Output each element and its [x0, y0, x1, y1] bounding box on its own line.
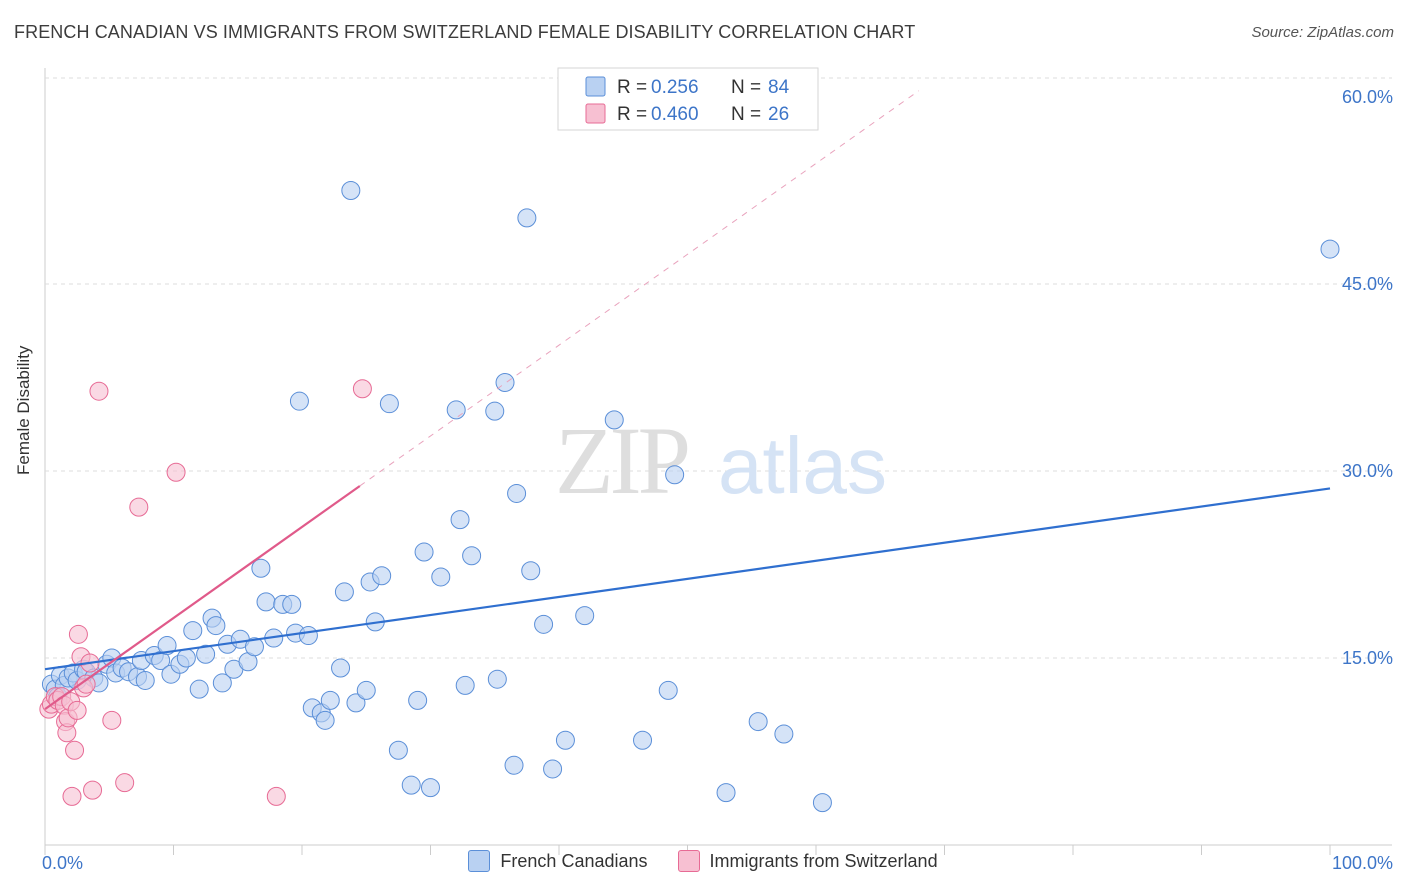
legend-swatch-pink [677, 850, 700, 872]
point-french-canadians [521, 561, 541, 581]
chart-title: FRENCH CANADIAN VS IMMIGRANTS FROM SWITZ… [14, 22, 916, 42]
point-french-canadians [455, 675, 475, 695]
legend-box-swatch [585, 76, 606, 97]
point-french-canadians [298, 626, 318, 646]
point-immigrants-switzerland [83, 780, 103, 800]
point-french-canadians [504, 755, 524, 775]
point-french-canadians [633, 730, 653, 750]
x-tick-label: 100.0% [1332, 853, 1393, 873]
point-immigrants-switzerland [115, 773, 135, 793]
point-french-canadians [289, 391, 309, 411]
point-french-canadians [658, 680, 678, 700]
y-tick-label: 15.0% [1342, 648, 1393, 668]
point-french-canadians [450, 510, 470, 530]
point-immigrants-switzerland [102, 710, 122, 730]
trend-line-french-canadians [44, 487, 1331, 671]
point-french-canadians [212, 673, 232, 693]
legend-swatch-blue [468, 850, 491, 872]
legend-r-label: R = [617, 77, 647, 98]
point-immigrants-switzerland [76, 674, 96, 694]
point-immigrants-switzerland [62, 786, 82, 806]
point-french-canadians [1320, 239, 1340, 259]
point-french-canadians [414, 542, 434, 562]
y-tick-label: 60.0% [1342, 87, 1393, 107]
point-french-canadians [206, 616, 226, 636]
point-french-canadians [320, 690, 340, 710]
legend-r-value: 0.256 [651, 77, 699, 98]
point-french-canadians [315, 710, 335, 730]
legend-item-french-canadians[interactable]: French Canadians [468, 850, 648, 872]
point-french-canadians [135, 670, 155, 690]
chart-source: Source: ZipAtlas.com [1251, 24, 1394, 41]
point-immigrants-switzerland [352, 379, 372, 399]
point-french-canadians [604, 410, 624, 430]
point-french-canadians [774, 724, 794, 744]
point-french-canadians [282, 594, 302, 614]
point-french-canadians [575, 606, 595, 626]
point-french-canadians [189, 679, 209, 699]
point-french-canadians [543, 759, 563, 779]
point-french-canadians [555, 730, 575, 750]
point-immigrants-switzerland [266, 786, 286, 806]
legend-label-immigrants-switzerland: Immigrants from Switzerland [709, 850, 938, 871]
point-immigrants-switzerland [166, 462, 186, 482]
legend-r-label: R = [617, 104, 647, 125]
point-immigrants-switzerland [68, 624, 88, 644]
point-french-canadians [517, 208, 537, 228]
point-french-canadians [346, 693, 366, 713]
point-french-canadians [716, 783, 736, 803]
point-french-canadians [421, 778, 440, 798]
legend-n-value: 26 [768, 104, 789, 125]
point-french-canadians [372, 566, 392, 586]
point-immigrants-switzerland [65, 740, 85, 760]
point-french-canadians [388, 740, 408, 760]
point-immigrants-switzerland [129, 497, 149, 517]
legend-r-value: 0.460 [651, 104, 699, 125]
bottom-legend: French Canadians Immigrants from Switzer… [0, 850, 1406, 872]
point-french-canadians [812, 793, 832, 813]
legend-n-label: N = [731, 77, 761, 98]
watermark-zip: ZIP [555, 407, 688, 514]
point-french-canadians [183, 621, 203, 641]
point-immigrants-switzerland [89, 381, 109, 401]
point-french-canadians [251, 558, 271, 578]
legend-box-swatch [585, 103, 606, 124]
point-french-canadians [748, 712, 768, 732]
point-french-canadians [256, 592, 276, 612]
point-french-canadians [431, 567, 451, 587]
legend-n-label: N = [731, 104, 761, 125]
point-french-canadians [196, 644, 216, 664]
x-tick-label: 0.0% [42, 853, 83, 873]
trend-line-immigrants-switzerland [44, 485, 361, 711]
point-french-canadians [401, 775, 421, 795]
point-french-canadians [485, 401, 505, 421]
point-french-canadians [334, 582, 354, 602]
y-tick-label: 45.0% [1342, 274, 1393, 294]
point-french-canadians [665, 465, 685, 485]
point-french-canadians [446, 400, 466, 420]
point-french-canadians [379, 394, 399, 414]
point-french-canadians [507, 483, 527, 503]
point-french-canadians [157, 636, 177, 656]
watermark-atlas: atlas [718, 421, 887, 510]
point-french-canadians [356, 680, 376, 700]
point-french-canadians [244, 637, 264, 657]
point-immigrants-switzerland [67, 700, 87, 720]
legend-n-value: 84 [768, 77, 790, 98]
point-french-canadians [495, 372, 515, 392]
point-french-canadians [487, 669, 507, 689]
legend-label-french-canadians: French Canadians [500, 850, 648, 871]
point-french-canadians [534, 614, 554, 634]
point-french-canadians [408, 690, 428, 710]
point-french-canadians [341, 181, 361, 200]
legend-item-immigrants-switzerland[interactable]: Immigrants from Switzerland [677, 850, 938, 872]
point-french-canadians [176, 648, 196, 668]
y-tick-label: 30.0% [1342, 461, 1393, 481]
point-french-canadians [462, 546, 482, 566]
point-french-canadians [331, 658, 351, 678]
